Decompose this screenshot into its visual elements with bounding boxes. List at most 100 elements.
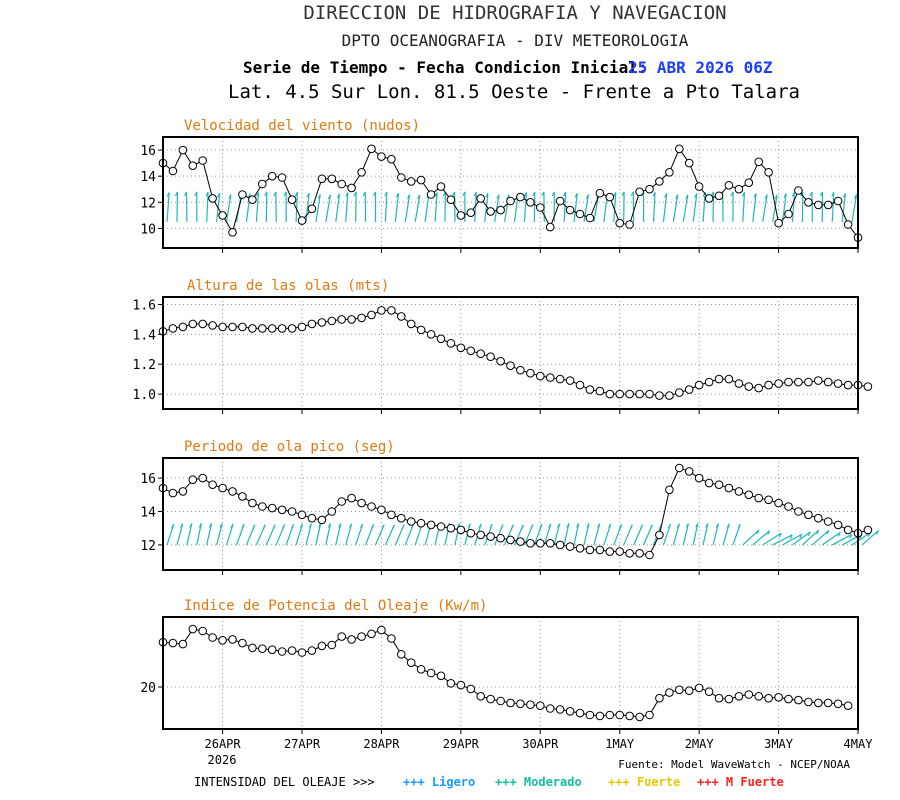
direction-arrow-head	[767, 530, 771, 536]
data-point	[833, 699, 843, 709]
direction-arrow-head	[308, 523, 312, 528]
data-point	[555, 196, 565, 206]
data-point	[486, 207, 495, 216]
header-location: Lat. 4.5 Sur Lon. 81.5 Oeste - Frente a …	[228, 81, 800, 103]
direction-arrow	[782, 533, 803, 546]
data-point	[575, 708, 585, 718]
y-tick-label: 1.6	[133, 298, 156, 313]
data-point	[267, 171, 277, 181]
data-point	[367, 502, 376, 511]
data-point	[456, 525, 466, 535]
data-point	[496, 205, 505, 215]
data-point	[168, 488, 178, 498]
direction-arrow-head	[619, 524, 623, 529]
data-point	[655, 391, 664, 400]
direction-arrow-head	[198, 523, 202, 528]
data-point	[863, 525, 873, 535]
data-point	[228, 487, 237, 496]
data-point	[357, 632, 366, 641]
direction-arrow-head	[230, 523, 234, 529]
data-point	[218, 322, 227, 332]
data-point	[277, 647, 287, 656]
y-tick-label: 1.0	[133, 388, 156, 403]
data-point	[565, 376, 575, 385]
data-point	[446, 523, 456, 533]
direction-arrow	[225, 194, 232, 222]
direction-arrow-head	[778, 532, 782, 538]
direction-arrow	[792, 531, 811, 546]
direction-arrow-head	[219, 523, 223, 528]
data-point	[754, 493, 764, 503]
data-point	[684, 158, 694, 168]
data-point	[536, 701, 545, 711]
data-point	[347, 315, 356, 324]
plot-frame	[162, 296, 859, 410]
data-point	[218, 211, 227, 220]
direction-arrow	[742, 192, 746, 222]
data-point	[843, 525, 853, 535]
data-point	[496, 356, 505, 366]
data-point	[605, 389, 615, 399]
direction-arrow	[702, 523, 709, 546]
data-point	[734, 487, 744, 496]
direction-arrow-head	[255, 192, 260, 197]
direction-arrow-head	[791, 192, 795, 197]
direction-arrow	[692, 193, 698, 222]
direction-arrow	[543, 523, 552, 546]
y-tick-label: 16	[140, 472, 156, 487]
data-point	[635, 712, 644, 722]
data-point	[178, 639, 188, 649]
x-tick-label: 29APR	[443, 737, 480, 751]
data-point	[645, 550, 654, 560]
data-point	[248, 498, 257, 508]
direction-arrow-head	[306, 192, 310, 198]
direction-arrow-head	[842, 193, 846, 198]
data-point	[565, 707, 575, 716]
data-point	[317, 515, 327, 525]
direction-arrow-head	[807, 531, 811, 537]
data-point	[267, 645, 277, 655]
direction-arrow-head	[264, 191, 268, 197]
direction-arrow-head	[675, 194, 679, 199]
data-point	[665, 688, 674, 697]
direction-arrow-head	[228, 194, 232, 199]
direction-arrow	[593, 523, 601, 546]
plot-frame	[162, 136, 859, 249]
y-tick-label: 20	[140, 681, 156, 696]
direction-arrow-head	[299, 523, 303, 529]
direction-arrow	[563, 192, 567, 222]
direction-arrow	[345, 192, 349, 222]
direction-arrow	[861, 529, 879, 546]
direction-arrow-head	[291, 523, 295, 529]
direction-arrow	[384, 192, 388, 222]
data-point	[446, 339, 456, 348]
chart-panel-4: Indice de Potencia del Oleaje (Kw/m) 20	[140, 598, 859, 734]
direction-arrow	[573, 523, 580, 546]
direction-arrow-head	[541, 191, 545, 197]
data-point	[506, 361, 515, 371]
data-point	[327, 316, 337, 326]
direction-arrow-head	[523, 192, 527, 197]
direction-arrow-head	[273, 191, 277, 197]
data-point	[843, 380, 853, 390]
data-point	[526, 700, 535, 710]
data-point	[774, 693, 783, 702]
direction-arrow-head	[640, 524, 644, 530]
data-point	[833, 379, 843, 388]
direction-arrow-head	[282, 524, 286, 529]
data-point	[337, 497, 347, 506]
series-line	[162, 628, 849, 718]
direction-arrow	[831, 534, 852, 546]
data-point	[784, 209, 793, 219]
data-point	[416, 175, 426, 185]
data-point	[387, 154, 396, 164]
data-point	[496, 533, 505, 543]
data-point	[178, 322, 188, 332]
data-point	[476, 692, 486, 701]
data-point	[238, 638, 247, 648]
data-point	[248, 195, 257, 204]
direction-arrow	[206, 192, 209, 222]
data-point	[744, 690, 754, 699]
data-point	[536, 371, 545, 381]
data-point	[228, 228, 237, 237]
